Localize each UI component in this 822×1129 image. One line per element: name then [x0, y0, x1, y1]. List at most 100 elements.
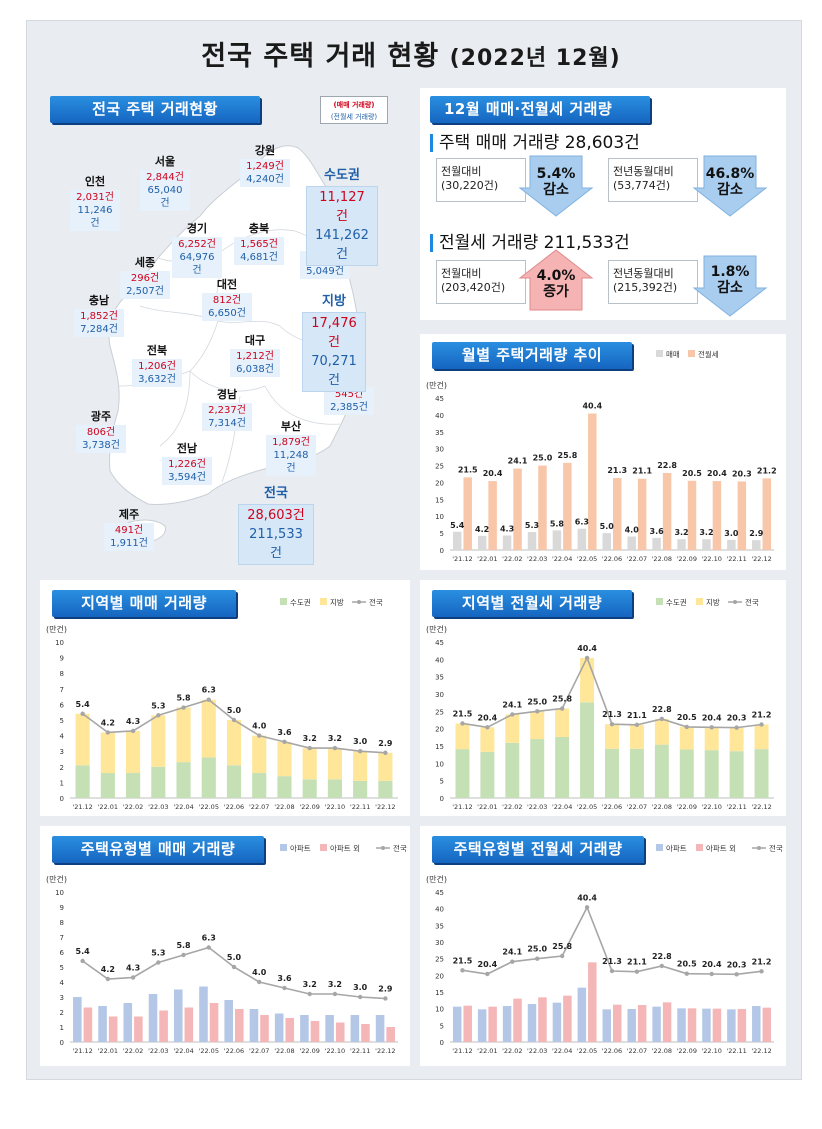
point-전국: [460, 968, 465, 973]
region-values: 1,226건 3,594건: [162, 457, 212, 485]
x-tick-label: '22.02: [502, 803, 522, 811]
point-전국: [584, 905, 590, 910]
point-전국: [510, 712, 515, 717]
x-tick-label: '22.07: [627, 555, 647, 563]
region-name: 부산: [280, 420, 302, 433]
region-name: 제주: [118, 508, 140, 521]
x-tick-label: '22.03: [527, 803, 547, 811]
y-tick-label: 40: [435, 906, 444, 914]
y-unit-label: (만건): [46, 874, 67, 884]
x-tick-label: '22.01: [477, 803, 497, 811]
region-rent: 4,240건: [246, 174, 284, 185]
map-panel-title: 전국 주택 거래현황: [50, 96, 260, 123]
sale-headline: 주택 매매 거래량 28,603건: [430, 134, 640, 152]
point-전국: [80, 958, 85, 964]
bar-매매: [752, 540, 761, 550]
data-label-전국: 21.5: [453, 956, 473, 965]
bar-아파트: [602, 1009, 611, 1042]
bar-수도권: [277, 776, 292, 798]
x-tick-label: '22.01: [98, 803, 118, 811]
region-label-8: 충남 1,852건 7,284건: [74, 294, 124, 337]
bar-아파트: [224, 1000, 233, 1042]
region-values: 2,031건 11,246건: [70, 190, 120, 231]
legend-swatch: [656, 598, 663, 605]
x-tick-label: '22.06: [224, 803, 244, 811]
y-tick-label: 20: [435, 972, 444, 980]
bar-지방: [353, 751, 368, 781]
bar-아파트 외: [134, 1016, 143, 1042]
legend-swatch: [320, 844, 327, 851]
x-tick-label: '22.03: [527, 555, 547, 563]
y-tick-label: 7: [60, 686, 64, 694]
y-tick-label: 25: [435, 463, 444, 471]
point-전국: [357, 749, 363, 754]
x-tick-label: '22.06: [602, 1047, 622, 1055]
bar-지방: [679, 726, 694, 750]
x-tick-label: '22.08: [274, 803, 294, 811]
point-전국: [709, 971, 714, 977]
y-unit-label: (만건): [426, 874, 447, 884]
data-label-전국: 2.9: [378, 985, 393, 994]
region-sale: 1,249건: [246, 161, 284, 172]
data-label-전국: 2.9: [378, 739, 393, 748]
legend-label: 아파트 외: [706, 843, 736, 853]
x-tick-label: '22.04: [552, 555, 572, 563]
legend-label: 전월세: [698, 349, 719, 359]
x-tick-label: '22.10: [325, 803, 345, 811]
data-label-전국: 25.0: [527, 697, 547, 706]
bar-수도권: [201, 757, 216, 798]
legend-swatch: [688, 350, 695, 357]
x-tick-label: '22.12: [751, 1047, 771, 1055]
region-rent: 3,632건: [138, 374, 176, 385]
data-label-전월세: 21.1: [632, 467, 652, 476]
data-label-전국: 21.2: [752, 957, 772, 966]
legend-label: 지방: [330, 597, 344, 607]
x-tick-label: '22.12: [375, 1047, 395, 1055]
point-전국: [659, 716, 665, 722]
bar-수도권: [378, 780, 393, 798]
y-tick-label: 0: [440, 547, 444, 555]
y-tick-label: 2: [60, 764, 64, 772]
region-rent: 11,248건: [273, 450, 309, 474]
local-name: 지방: [322, 294, 346, 309]
bar-지방: [480, 727, 495, 752]
region-label-2: 강원 1,249건 4,240건: [240, 144, 290, 187]
y-tick-label: 40: [435, 656, 444, 664]
data-label-전국: 5.8: [176, 941, 191, 950]
chart-title-monthly: 월별 주택거래량 추이: [432, 342, 632, 369]
y-tick-label: 6: [60, 949, 65, 957]
point-전국: [609, 721, 615, 727]
data-label-전국: 6.3: [202, 686, 216, 695]
x-tick-label: '22.02: [123, 803, 143, 811]
y-tick-label: 8: [60, 919, 64, 927]
data-label-전국: 21.3: [602, 710, 622, 719]
point-전국: [535, 956, 540, 961]
x-tick-label: '22.02: [123, 1047, 143, 1055]
bar-매매: [452, 531, 462, 550]
bar-전월세: [712, 481, 722, 550]
data-label-전월세: 24.1: [508, 457, 528, 466]
y-tick-label: 15: [435, 496, 444, 504]
point-전국: [231, 717, 237, 723]
data-label-전월세: 21.2: [757, 466, 777, 475]
region-sale: 2,844건: [146, 172, 184, 183]
x-tick-label: '22.12: [375, 803, 395, 811]
region-name: 전북: [146, 344, 168, 357]
x-tick-label: '22.11: [726, 803, 746, 811]
point-전국: [485, 725, 490, 730]
bar-전월세: [637, 478, 647, 550]
legend-label: 매매: [666, 350, 680, 359]
x-tick-label: '22.04: [552, 803, 572, 811]
bar-아파트 외: [712, 1008, 722, 1042]
legend-label: 전국: [769, 843, 783, 853]
sale-mom-box: 전월대비 (30,220건): [436, 158, 526, 202]
bar-아파트: [527, 1004, 537, 1042]
bar-아파트: [199, 986, 208, 1042]
region-sale: 545건: [334, 389, 364, 400]
x-tick-label: '22.03: [148, 803, 168, 811]
point-전국: [282, 739, 287, 745]
bar-수도권: [654, 744, 669, 798]
sale-mom-down-arrow: [518, 155, 594, 217]
bar-아파트 외: [613, 1004, 622, 1042]
bar-수도권: [679, 749, 694, 798]
